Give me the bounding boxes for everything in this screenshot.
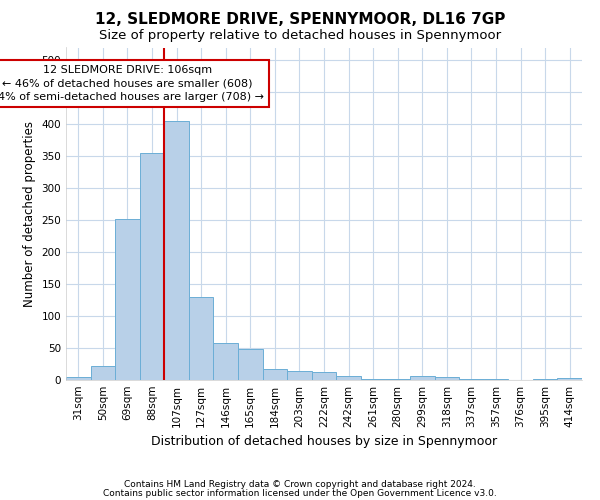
Bar — [238, 350, 263, 380]
Y-axis label: Number of detached properties: Number of detached properties — [23, 120, 36, 306]
Bar — [66, 377, 91, 380]
Bar — [214, 343, 238, 380]
Text: Size of property relative to detached houses in Spennymoor: Size of property relative to detached ho… — [99, 29, 501, 42]
Bar — [91, 366, 115, 380]
Text: Contains public sector information licensed under the Open Government Licence v3: Contains public sector information licen… — [103, 488, 497, 498]
Bar — [434, 377, 459, 380]
Bar — [189, 297, 214, 380]
Text: 12 SLEDMORE DRIVE: 106sqm
← 46% of detached houses are smaller (608)
54% of semi: 12 SLEDMORE DRIVE: 106sqm ← 46% of detac… — [0, 66, 264, 102]
Bar — [164, 121, 189, 380]
Text: 12, SLEDMORE DRIVE, SPENNYMOOR, DL16 7GP: 12, SLEDMORE DRIVE, SPENNYMOOR, DL16 7GP — [95, 12, 505, 28]
Bar — [557, 378, 582, 380]
Text: Contains HM Land Registry data © Crown copyright and database right 2024.: Contains HM Land Registry data © Crown c… — [124, 480, 476, 489]
Bar — [140, 153, 164, 380]
Bar — [287, 371, 312, 380]
Bar — [263, 369, 287, 380]
Bar — [410, 376, 434, 380]
X-axis label: Distribution of detached houses by size in Spennymoor: Distribution of detached houses by size … — [151, 436, 497, 448]
Bar — [312, 372, 336, 380]
Bar — [115, 219, 140, 380]
Bar — [336, 376, 361, 380]
